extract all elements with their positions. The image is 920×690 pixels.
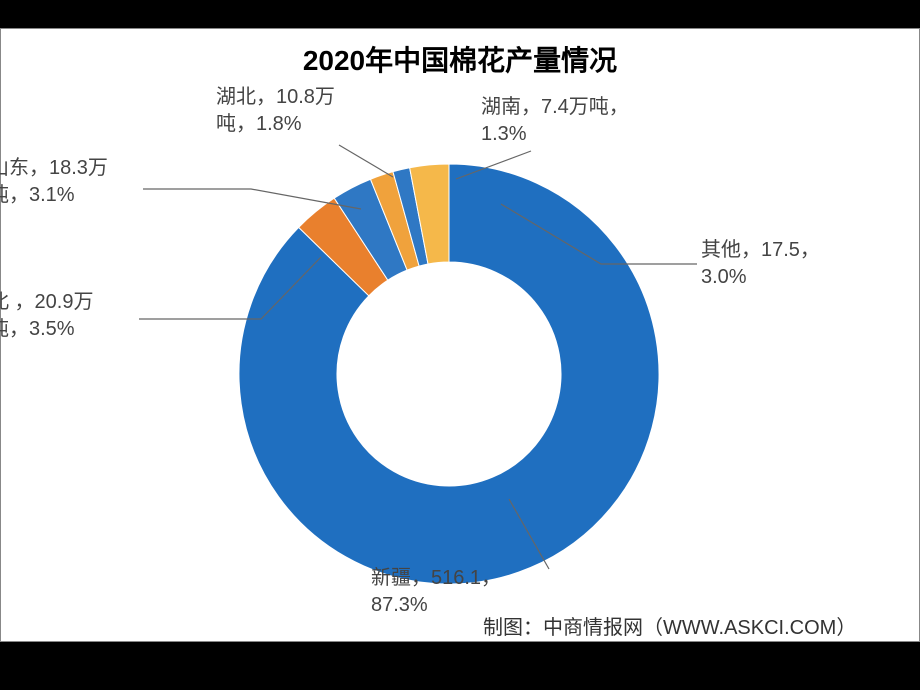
slice-label-河北: 北 ，20.9万 吨，3.5% — [0, 289, 93, 343]
slice-label-山东: 山东，18.3万 吨，3.1% — [0, 155, 108, 209]
donut-svg — [1, 29, 920, 643]
slice-label-其他: 其他，17.5， 3.0% — [701, 237, 820, 291]
donut-chart — [1, 29, 919, 641]
credit-text: 制图：中商情报网（WWW.ASKCI.COM） — [483, 611, 856, 640]
slide-frame: 2020年中国棉花产量情况 制图：中商情报网（WWW.ASKCI.COM） 新疆… — [0, 28, 920, 642]
slice-label-新疆: 新疆，516.1， 87.3% — [371, 565, 501, 619]
slice-label-湖南: 湖南，7.4万吨， 1.3% — [481, 94, 629, 148]
leader-line — [339, 145, 393, 177]
slice-label-湖北: 湖北，10.8万 吨，1.8% — [216, 84, 335, 138]
